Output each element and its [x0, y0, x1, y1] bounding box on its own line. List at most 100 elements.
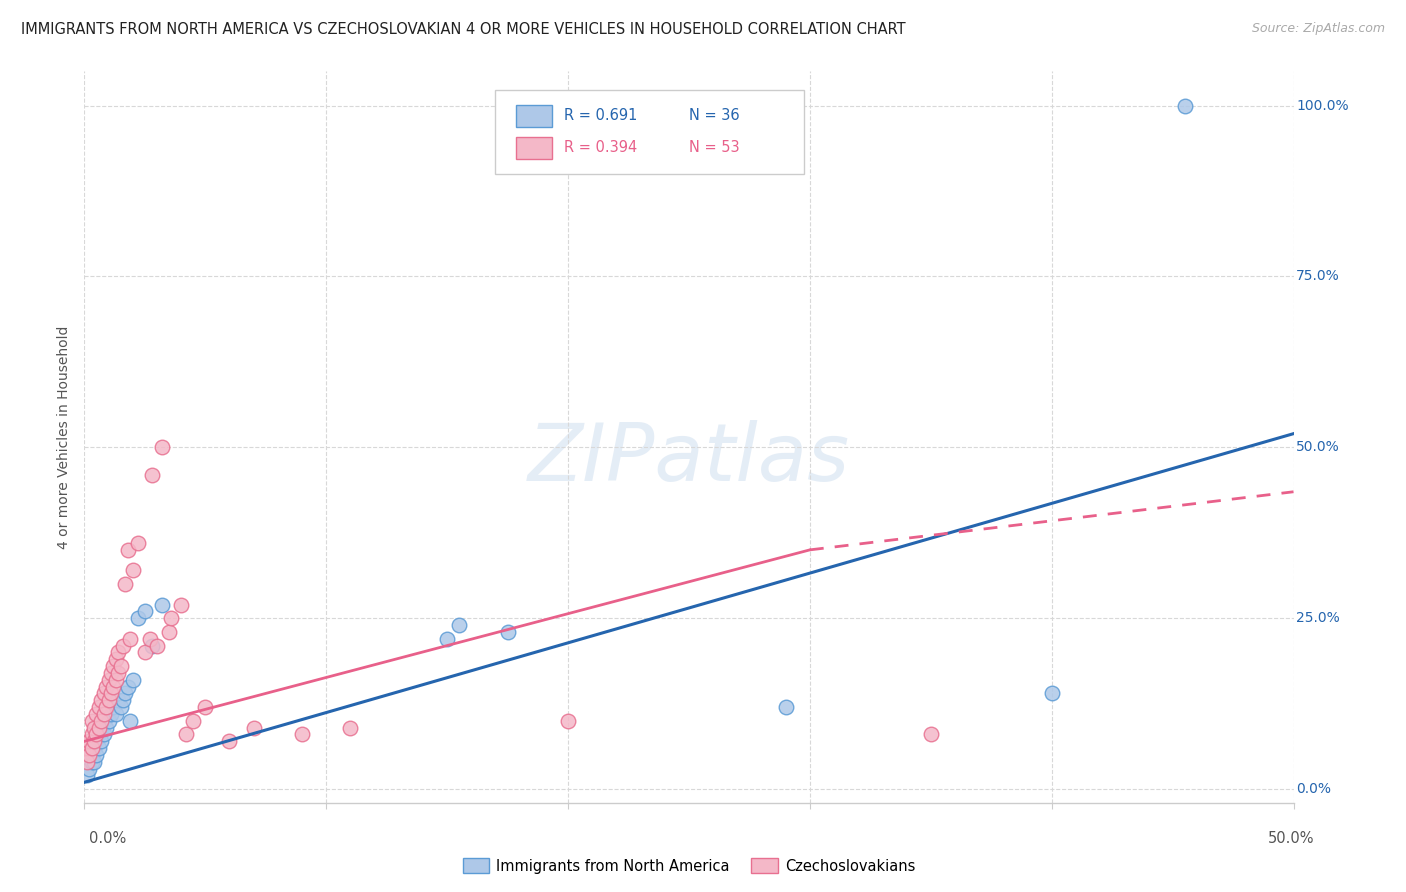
Point: [86, 727, 108, 741]
Point: [93, 727, 115, 741]
Point: [449, 618, 471, 632]
Legend: Immigrants from North America, Czechoslovakians: Immigrants from North America, Czechoslo…: [457, 853, 921, 880]
Point: [141, 639, 163, 653]
Text: R = 0.691: R = 0.691: [564, 108, 638, 123]
Point: [94, 680, 117, 694]
Point: [94, 700, 117, 714]
Point: [90, 721, 112, 735]
Point: [80, 714, 103, 728]
Text: 0.0%: 0.0%: [1296, 782, 1331, 797]
FancyBboxPatch shape: [516, 105, 553, 127]
Point: [103, 659, 125, 673]
Point: [775, 700, 797, 714]
Point: [107, 693, 129, 707]
Point: [134, 604, 156, 618]
Point: [93, 706, 115, 721]
Point: [87, 741, 110, 756]
Point: [97, 714, 120, 728]
Point: [120, 714, 142, 728]
Text: N = 53: N = 53: [689, 140, 740, 155]
Point: [114, 577, 136, 591]
Text: R = 0.394: R = 0.394: [564, 140, 638, 155]
Point: [120, 632, 142, 646]
Point: [174, 727, 197, 741]
Point: [87, 727, 110, 741]
Point: [150, 598, 173, 612]
Point: [141, 467, 163, 482]
FancyBboxPatch shape: [495, 90, 804, 174]
Point: [90, 693, 112, 707]
Point: [112, 639, 135, 653]
Point: [242, 721, 264, 735]
Point: [97, 693, 120, 707]
Point: [496, 624, 519, 639]
Point: [93, 686, 115, 700]
Point: [93, 714, 115, 728]
Point: [181, 714, 204, 728]
Point: [121, 563, 143, 577]
Text: IMMIGRANTS FROM NORTH AMERICA VS CZECHOSLOVAKIAN 4 OR MORE VEHICLES IN HOUSEHOLD: IMMIGRANTS FROM NORTH AMERICA VS CZECHOS…: [21, 22, 905, 37]
Point: [76, 741, 98, 756]
Point: [1174, 98, 1197, 112]
Point: [86, 706, 108, 721]
Point: [110, 659, 132, 673]
Point: [76, 755, 98, 769]
Point: [90, 714, 112, 728]
Point: [86, 734, 108, 748]
Text: Source: ZipAtlas.com: Source: ZipAtlas.com: [1251, 22, 1385, 36]
Point: [83, 755, 105, 769]
Point: [117, 680, 139, 694]
Point: [83, 741, 105, 756]
Point: [121, 673, 143, 687]
Point: [100, 686, 122, 700]
Point: [104, 673, 127, 687]
Point: [80, 727, 103, 741]
Point: [100, 706, 122, 721]
Point: [90, 734, 112, 748]
Point: [157, 624, 180, 639]
Point: [127, 536, 149, 550]
Point: [103, 680, 125, 694]
Point: [138, 632, 160, 646]
Point: [83, 721, 105, 735]
Point: [291, 727, 314, 741]
Point: [150, 440, 173, 454]
Point: [80, 741, 103, 756]
Point: [110, 700, 132, 714]
Point: [218, 734, 240, 748]
Text: 50.0%: 50.0%: [1268, 831, 1315, 846]
Text: N = 36: N = 36: [689, 108, 740, 123]
Point: [134, 645, 156, 659]
Point: [557, 714, 579, 728]
Text: 100.0%: 100.0%: [1296, 98, 1348, 112]
Point: [77, 747, 100, 762]
Point: [83, 734, 105, 748]
Text: 25.0%: 25.0%: [1296, 611, 1340, 625]
Point: [160, 611, 183, 625]
Point: [94, 721, 117, 735]
Point: [920, 727, 942, 741]
Point: [107, 645, 129, 659]
Text: 50.0%: 50.0%: [1296, 441, 1340, 454]
Point: [170, 598, 193, 612]
Y-axis label: 4 or more Vehicles in Household: 4 or more Vehicles in Household: [58, 326, 72, 549]
Point: [86, 747, 108, 762]
Point: [146, 639, 169, 653]
Point: [112, 693, 135, 707]
Point: [117, 542, 139, 557]
Point: [97, 673, 120, 687]
Text: 75.0%: 75.0%: [1296, 269, 1340, 284]
Point: [104, 706, 127, 721]
Point: [100, 665, 122, 680]
Point: [87, 700, 110, 714]
Point: [436, 632, 458, 646]
Point: [104, 652, 127, 666]
Point: [114, 686, 136, 700]
Point: [127, 611, 149, 625]
Text: 0.0%: 0.0%: [89, 831, 125, 846]
Point: [76, 768, 98, 782]
Point: [80, 747, 103, 762]
Point: [77, 762, 100, 776]
Point: [1040, 686, 1063, 700]
Point: [80, 755, 103, 769]
